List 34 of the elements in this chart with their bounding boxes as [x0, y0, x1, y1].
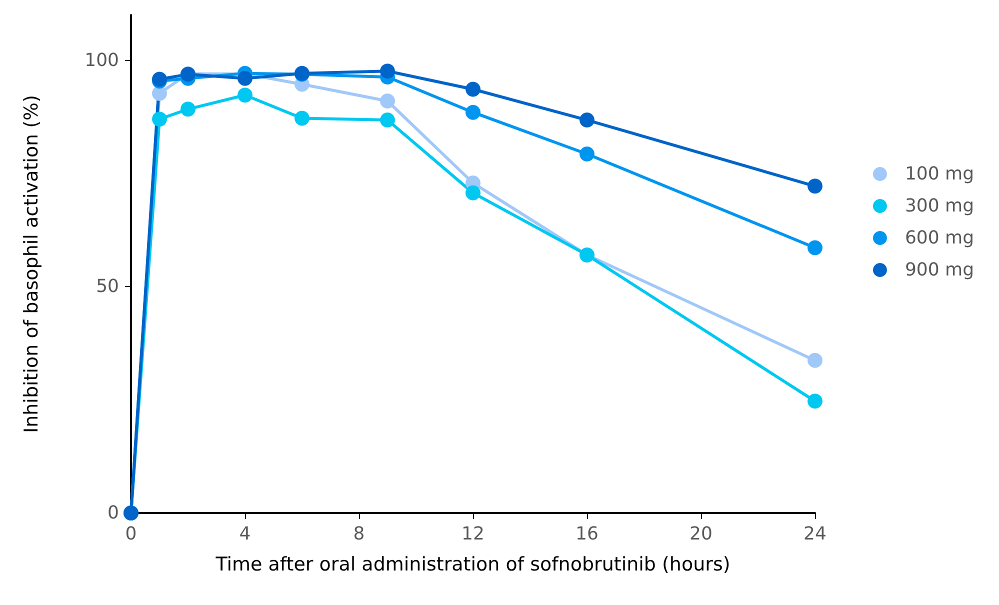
point — [808, 178, 822, 194]
y-tick-label: 100 — [84, 50, 119, 71]
y-tick-label: 0 — [108, 502, 119, 524]
legend-label: 100 mg — [904, 164, 974, 184]
point — [466, 82, 480, 97]
point — [238, 88, 252, 103]
point — [580, 112, 594, 128]
point — [380, 112, 395, 128]
point — [152, 112, 167, 127]
point — [180, 102, 196, 117]
point — [808, 240, 822, 256]
x-axis-title: Time after oral administration of sofnobrutinib (hours) — [214, 554, 730, 576]
point — [808, 394, 822, 409]
y-tick-label: 50 — [96, 276, 119, 298]
x-tick-label: 0 — [125, 524, 137, 544]
legend-label: 600 mg — [904, 228, 974, 248]
legend-label: 300 mg — [904, 196, 974, 216]
point — [580, 146, 594, 162]
point — [152, 86, 167, 101]
point — [380, 64, 395, 79]
x-tick-label: 8 — [353, 524, 365, 544]
x-tick-label: 24 — [804, 524, 826, 544]
x-tick-label: 20 — [690, 524, 712, 544]
legend-label: 900 mg — [904, 260, 974, 280]
x-tick-label: 16 — [576, 524, 598, 544]
x-tick-label: 12 — [462, 524, 484, 544]
point — [808, 352, 822, 368]
point — [294, 110, 310, 126]
point — [380, 94, 395, 109]
point — [238, 70, 252, 86]
point — [466, 185, 480, 200]
point — [466, 104, 480, 120]
y-axis-title: Inhibition of basophil activation (%) — [20, 94, 42, 434]
x-tick-label: 4 — [239, 524, 251, 544]
